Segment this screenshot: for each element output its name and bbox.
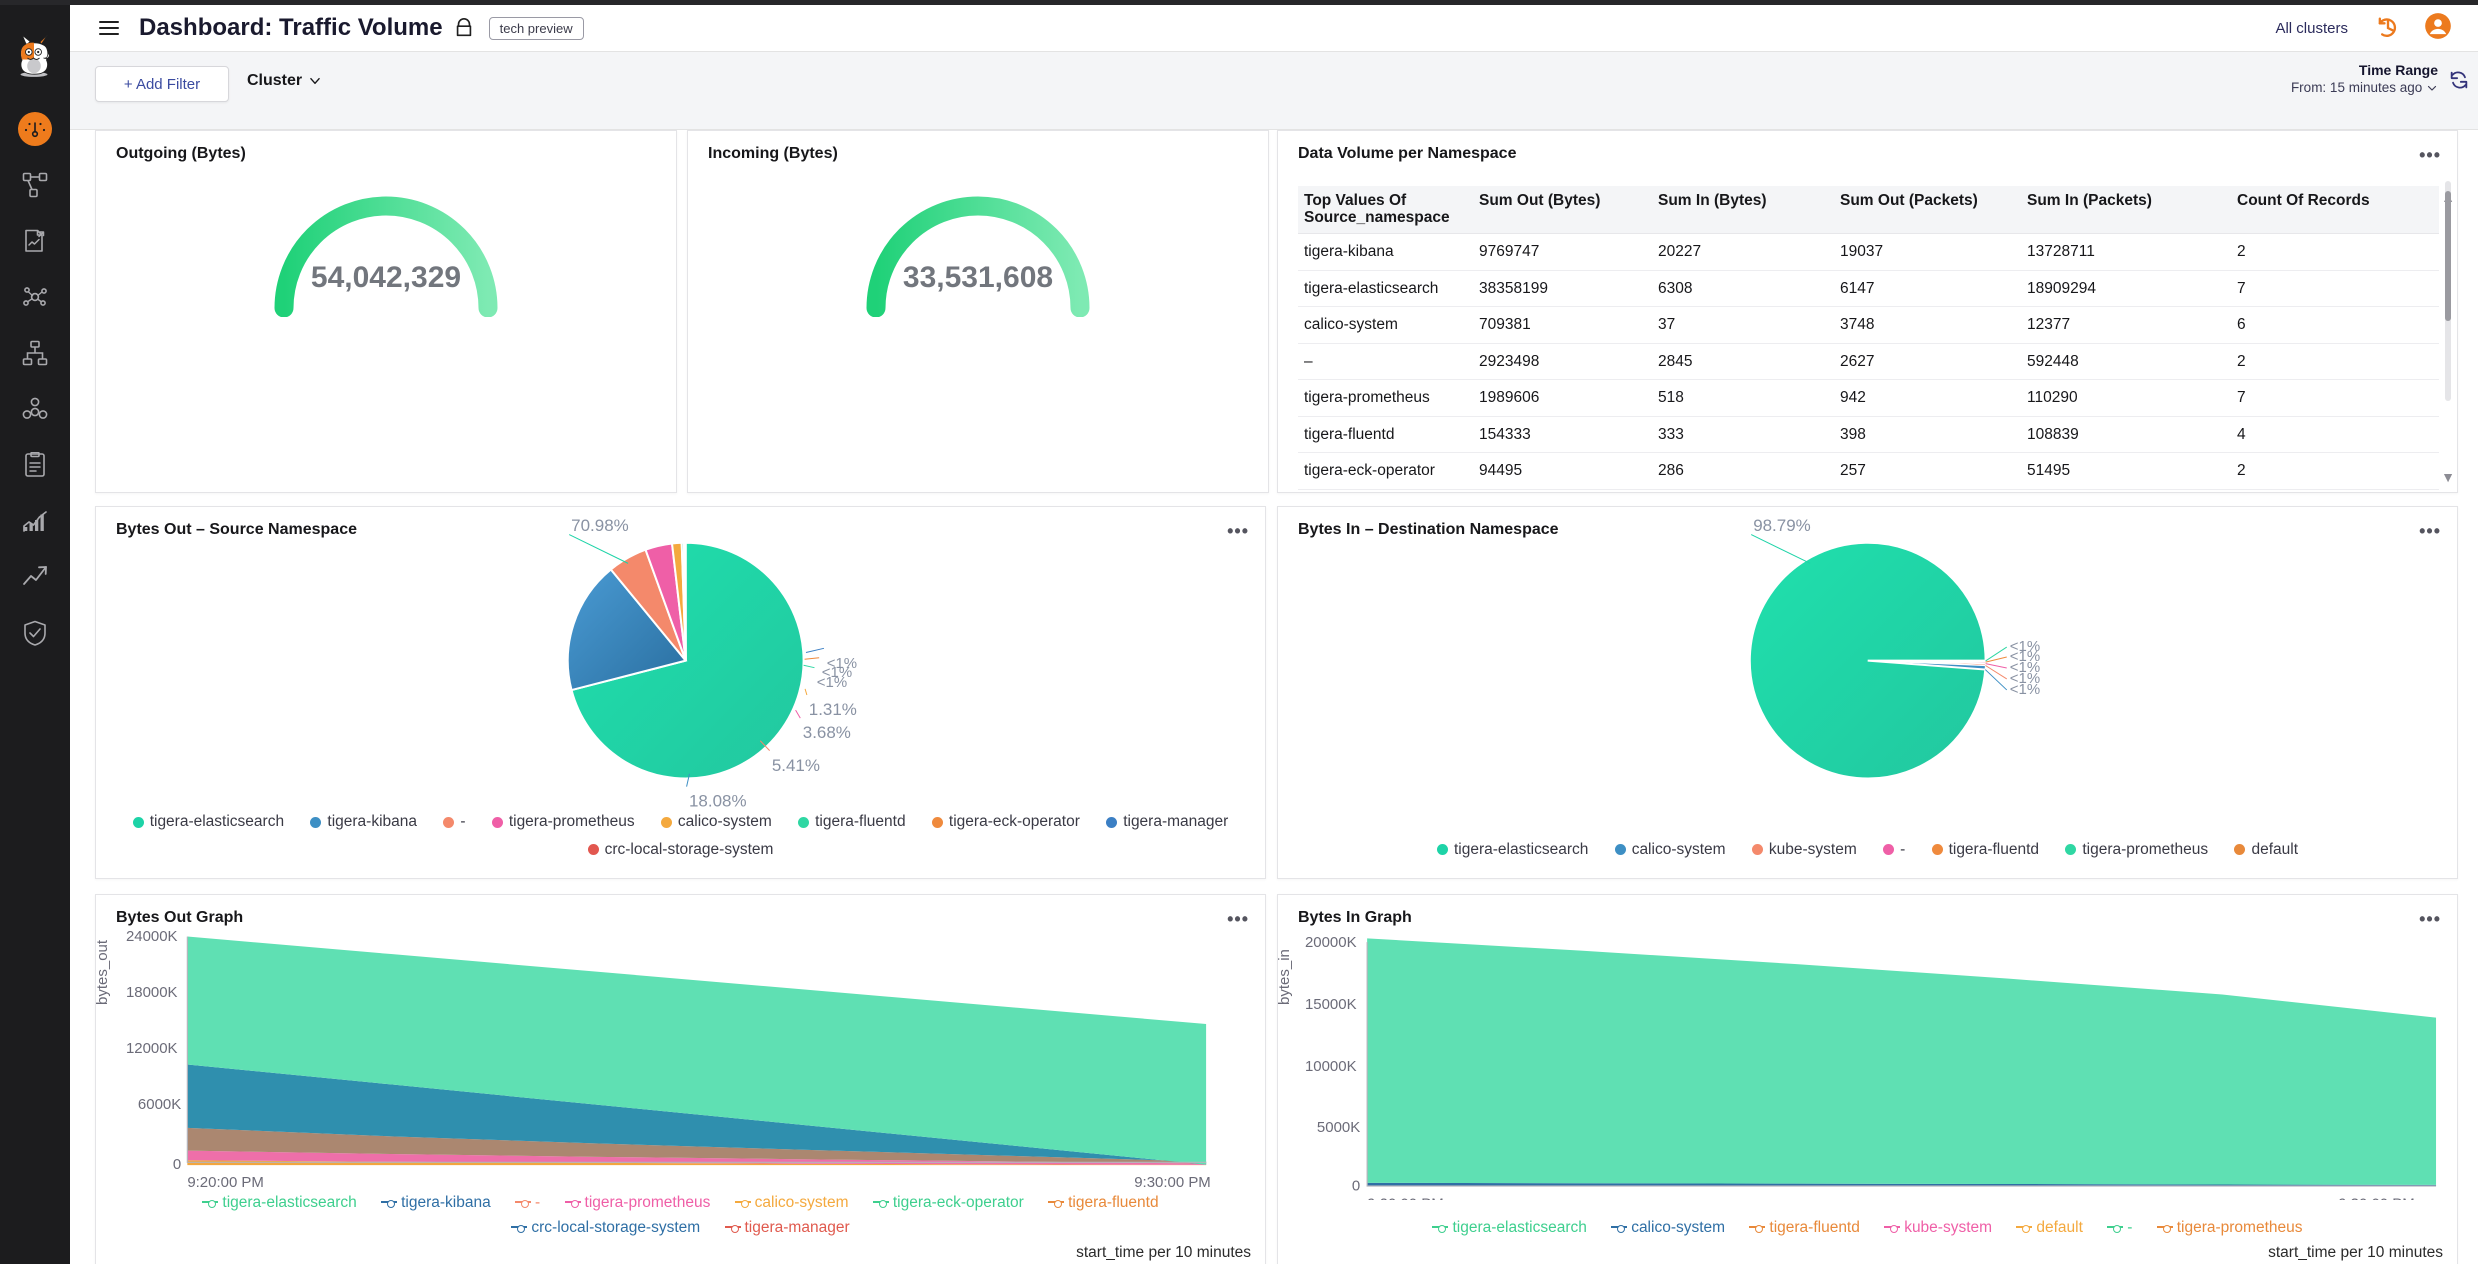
svg-text:5000K: 5000K: [1317, 1119, 1360, 1136]
svg-text:0: 0: [1352, 1178, 1360, 1195]
svg-text:70.98%: 70.98%: [571, 516, 629, 535]
svg-text:15000K: 15000K: [1305, 996, 1357, 1013]
svg-text:<1%: <1%: [2010, 681, 2040, 698]
svg-text:18.08%: 18.08%: [689, 792, 747, 811]
svg-text:1.31%: 1.31%: [809, 700, 857, 719]
svg-text:5.41%: 5.41%: [772, 756, 820, 775]
svg-text:9:20:00 PM: 9:20:00 PM: [187, 1174, 264, 1191]
svg-text:24000K: 24000K: [126, 928, 178, 945]
svg-text:6000K: 6000K: [138, 1096, 181, 1113]
svg-text:20000K: 20000K: [1305, 934, 1357, 951]
svg-text:9:30:00 PM: 9:30:00 PM: [2338, 1196, 2415, 1200]
svg-text:0: 0: [173, 1156, 181, 1173]
svg-text:<1%: <1%: [827, 655, 857, 672]
svg-text:18000K: 18000K: [126, 984, 178, 1001]
svg-text:9:30:00 PM: 9:30:00 PM: [1134, 1174, 1211, 1191]
svg-text:12000K: 12000K: [126, 1040, 178, 1057]
svg-text:9:20:00 PM: 9:20:00 PM: [1367, 1196, 1444, 1200]
svg-text:3.68%: 3.68%: [803, 723, 851, 742]
svg-text:98.79%: 98.79%: [1753, 516, 1811, 535]
svg-text:10000K: 10000K: [1305, 1058, 1357, 1075]
